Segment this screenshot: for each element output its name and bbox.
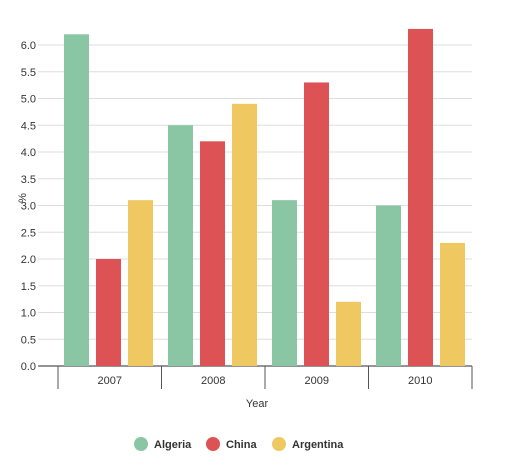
bar-china-2007 xyxy=(96,259,121,366)
bar-china-2008 xyxy=(200,141,225,366)
y-tick-label: 4.5 xyxy=(21,120,36,132)
x-tick-label: 2007 xyxy=(98,375,122,387)
y-tick-label: 3.0 xyxy=(21,201,36,213)
x-tick-label: 2008 xyxy=(201,375,225,387)
bar-argentina-2008 xyxy=(232,103,257,366)
y-tick-label: 5.0 xyxy=(21,94,36,106)
x-tick-label: 2009 xyxy=(305,375,329,387)
y-tick-label: 1.0 xyxy=(21,308,36,320)
x-axis-title: Year xyxy=(246,398,269,410)
y-tick-label: 5.5 xyxy=(21,67,36,79)
y-tick-label: 0.5 xyxy=(21,334,36,346)
y-tick-label: 3.5 xyxy=(21,174,36,186)
bar-china-2010 xyxy=(408,28,433,366)
legend: Algeria China Argentina xyxy=(134,437,344,451)
bar-argentina-2010 xyxy=(440,242,465,366)
bar-algeria-2007 xyxy=(64,34,89,367)
y-axis-title: % xyxy=(17,193,29,203)
bar-algeria-2009 xyxy=(272,200,297,366)
bar-argentina-2009 xyxy=(336,301,361,366)
y-axis-ticks: 0.0 0.5 1.0 1.5 2.0 2.5 3.0 3.5 4.0 4.5 5.0 5.5 6.0 xyxy=(21,40,36,373)
y-tick-label: 2.0 xyxy=(21,254,36,266)
bar-algeria-2010 xyxy=(376,205,401,366)
legend-label-algeria: Algeria xyxy=(154,439,192,451)
legend-swatch-argentina xyxy=(272,437,286,451)
y-tick-label: 0.0 xyxy=(21,361,36,373)
x-tick-label: 2010 xyxy=(408,375,432,387)
bars xyxy=(64,28,465,367)
x-axis: 2007 2008 2009 2010 xyxy=(57,366,473,389)
bar-argentina-2007 xyxy=(128,200,153,366)
legend-swatch-algeria xyxy=(134,437,148,451)
y-tick-label: 4.0 xyxy=(21,147,36,159)
legend-label-china: China xyxy=(226,439,257,451)
y-tick-label: 6.0 xyxy=(21,40,36,52)
bar-algeria-2008 xyxy=(168,125,193,366)
legend-swatch-china xyxy=(206,437,220,451)
bar-china-2009 xyxy=(304,82,329,366)
y-tick-label: 1.5 xyxy=(21,281,36,293)
y-tick-label: 2.5 xyxy=(21,227,36,239)
legend-label-argentina: Argentina xyxy=(292,439,344,451)
